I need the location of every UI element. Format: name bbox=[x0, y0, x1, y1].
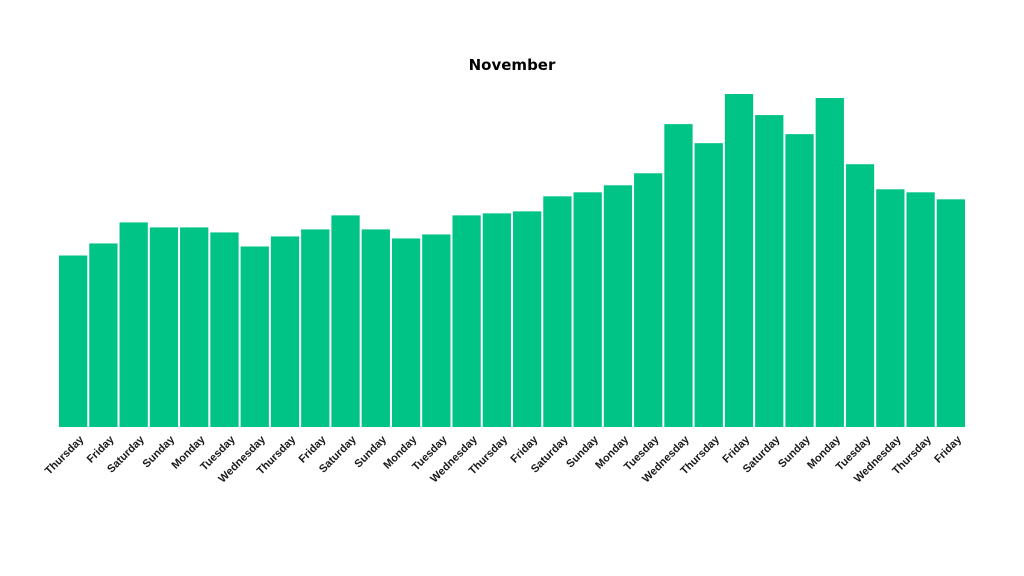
x-tick-label-30: Friday bbox=[932, 433, 964, 465]
bar-23 bbox=[724, 94, 754, 428]
bar-24 bbox=[755, 115, 784, 427]
bar-2 bbox=[89, 243, 118, 427]
bar-29 bbox=[906, 192, 935, 427]
bar-13 bbox=[422, 234, 451, 427]
bar-4 bbox=[149, 227, 179, 427]
bar-6 bbox=[210, 232, 239, 427]
bar-11 bbox=[361, 229, 390, 427]
bar-14 bbox=[452, 215, 481, 427]
bar-20 bbox=[634, 173, 663, 427]
bar-3 bbox=[119, 222, 148, 427]
bar-7 bbox=[240, 246, 269, 427]
bar-1 bbox=[59, 255, 88, 427]
bar-30 bbox=[936, 199, 965, 427]
bar-12 bbox=[391, 238, 421, 427]
bar-16 bbox=[513, 211, 542, 427]
bar-21 bbox=[664, 124, 693, 428]
bar-15 bbox=[482, 213, 511, 427]
bar-28 bbox=[876, 189, 905, 427]
bar-9 bbox=[301, 229, 330, 427]
x-tick-label-1: Thursday bbox=[43, 433, 87, 477]
bar-8 bbox=[270, 236, 300, 427]
chart-title: November bbox=[468, 56, 556, 74]
bar-22 bbox=[694, 143, 723, 428]
bar-5 bbox=[180, 227, 209, 427]
bar-26 bbox=[815, 98, 844, 427]
bar-17 bbox=[543, 196, 572, 427]
bar-10 bbox=[331, 215, 360, 427]
bar-18 bbox=[573, 192, 602, 427]
bar-25 bbox=[785, 134, 814, 427]
bar-19 bbox=[603, 185, 633, 427]
bar-27 bbox=[845, 164, 875, 428]
